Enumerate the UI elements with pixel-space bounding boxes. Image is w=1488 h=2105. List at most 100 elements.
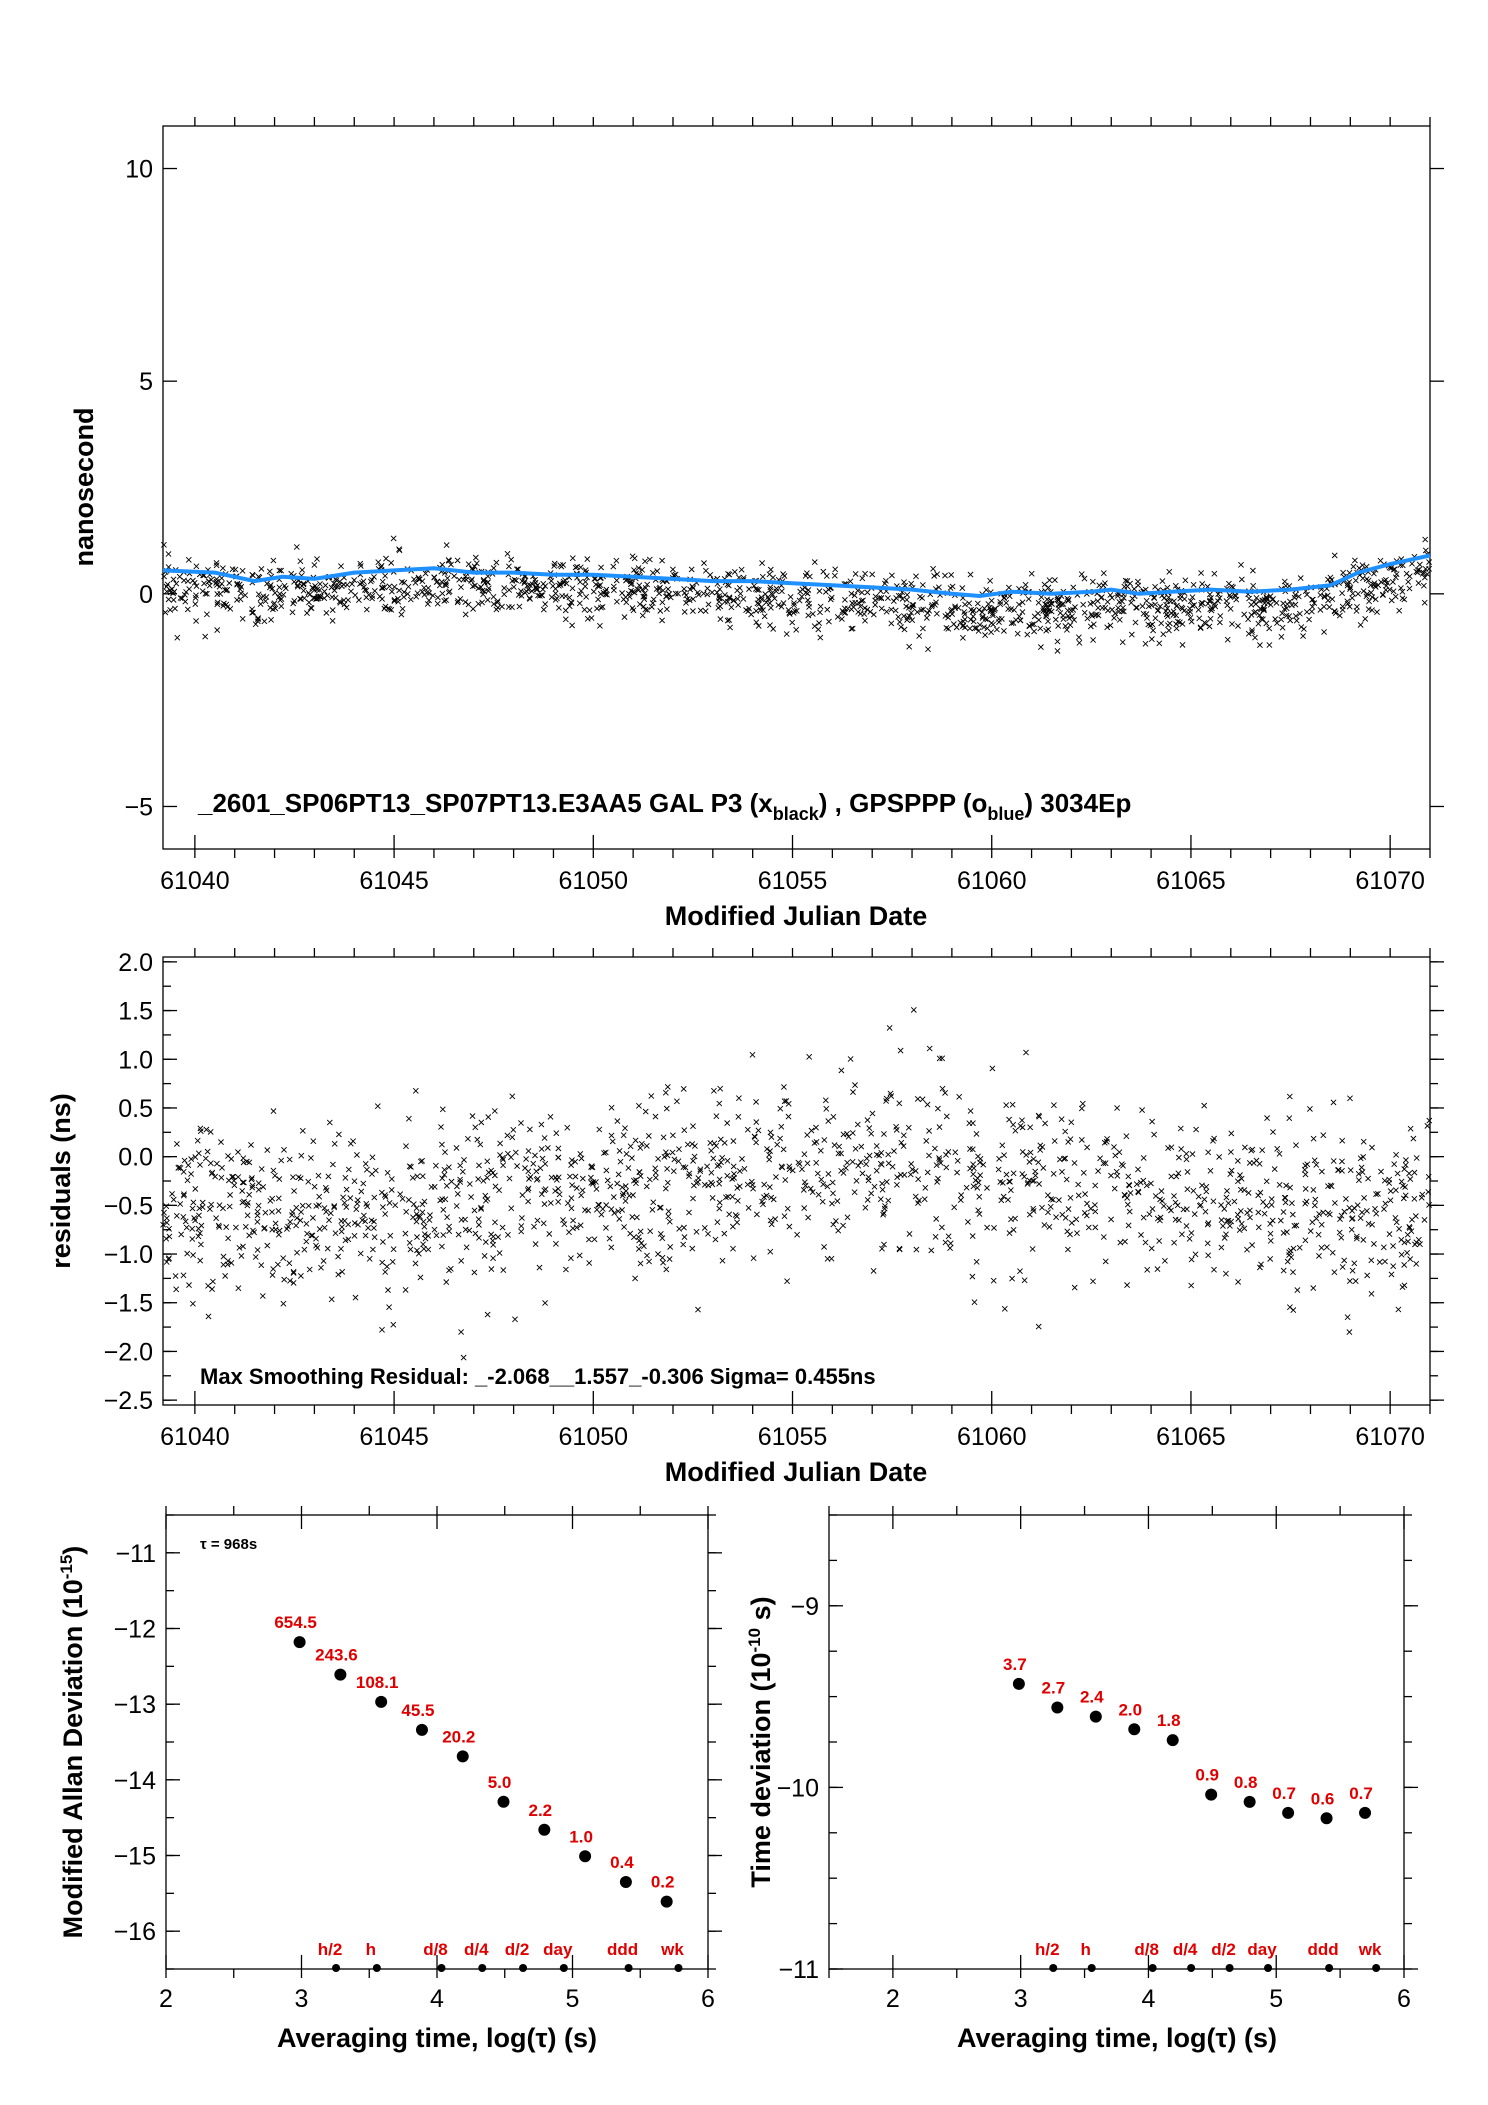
x-marker xyxy=(287,1218,294,1225)
x-marker xyxy=(989,612,996,619)
x-marker xyxy=(1370,1240,1377,1247)
x-marker xyxy=(239,1187,246,1194)
x-marker xyxy=(695,1306,701,1313)
x-marker xyxy=(614,1118,621,1125)
x-marker xyxy=(1188,618,1195,625)
x-marker xyxy=(912,1167,919,1174)
x-marker xyxy=(881,1241,887,1248)
x-marker xyxy=(933,1162,940,1169)
x-marker xyxy=(1352,577,1359,584)
x-marker xyxy=(1310,1186,1317,1193)
x-marker xyxy=(1133,604,1140,611)
x-marker xyxy=(431,1226,438,1233)
x-marker xyxy=(229,1173,236,1180)
x-marker xyxy=(982,632,989,639)
x-marker xyxy=(475,600,482,607)
x-marker xyxy=(976,606,983,613)
x-marker xyxy=(1202,620,1209,627)
point-label: 654.5 xyxy=(274,1613,317,1632)
x-marker xyxy=(1035,1323,1042,1330)
x-marker xyxy=(825,1118,832,1125)
x-marker xyxy=(1386,1231,1393,1238)
x-marker xyxy=(181,1191,187,1198)
x-marker xyxy=(767,584,774,591)
x-marker xyxy=(479,599,486,606)
x-marker xyxy=(649,569,656,576)
x-marker xyxy=(697,1166,704,1173)
x-marker xyxy=(306,591,313,598)
x-marker xyxy=(630,607,637,614)
x-marker xyxy=(1005,1196,1011,1203)
x-marker xyxy=(1040,605,1047,612)
x-marker xyxy=(1260,607,1267,613)
x-marker xyxy=(805,1214,812,1221)
x-marker xyxy=(558,563,565,570)
x-marker xyxy=(1039,1204,1045,1211)
x-marker xyxy=(1071,1284,1078,1291)
x-marker xyxy=(1309,596,1316,603)
x-marker xyxy=(174,634,181,641)
x-marker xyxy=(632,1275,639,1282)
x-marker xyxy=(224,1261,231,1268)
x-marker xyxy=(266,568,273,575)
x-marker xyxy=(1175,1217,1182,1224)
x-marker xyxy=(197,1257,204,1264)
x-marker xyxy=(1414,569,1421,576)
x-marker xyxy=(943,624,950,631)
x-marker xyxy=(1178,604,1185,611)
x-marker xyxy=(781,1213,788,1220)
x-marker xyxy=(474,1136,481,1143)
x-marker xyxy=(313,1242,319,1249)
x-marker xyxy=(975,1207,982,1214)
x-marker xyxy=(848,606,855,613)
x-marker xyxy=(1360,1236,1367,1243)
x-marker xyxy=(1368,1290,1375,1297)
x-marker xyxy=(926,1127,933,1134)
x-marker xyxy=(1120,594,1127,601)
x-marker xyxy=(1256,1160,1263,1167)
x-axis-title: Modified Julian Date xyxy=(665,901,928,931)
x-marker xyxy=(716,1205,723,1212)
x-marker xyxy=(956,1093,963,1100)
x-marker xyxy=(926,1045,933,1052)
x-marker xyxy=(1386,586,1393,593)
x-marker xyxy=(1075,1192,1082,1199)
x-marker xyxy=(594,605,600,612)
x-marker xyxy=(1363,1207,1370,1214)
x-marker xyxy=(1365,606,1372,613)
x-marker xyxy=(579,1175,586,1182)
x-marker xyxy=(1245,1189,1252,1196)
x-marker xyxy=(488,1167,495,1174)
x-marker xyxy=(167,606,174,613)
x-marker xyxy=(205,1282,212,1289)
x-tick-label: 61060 xyxy=(957,867,1027,895)
x-marker xyxy=(564,1200,571,1207)
x-marker xyxy=(504,550,511,557)
x-marker xyxy=(290,1279,297,1286)
x-marker xyxy=(1280,1267,1287,1274)
x-marker xyxy=(1030,621,1037,628)
x-marker xyxy=(726,595,733,602)
x-marker xyxy=(1267,1220,1274,1227)
x-marker xyxy=(1071,616,1078,623)
x-marker xyxy=(188,1171,195,1177)
x-marker xyxy=(432,1162,439,1169)
x-marker xyxy=(922,1184,929,1191)
x-marker xyxy=(537,1165,544,1172)
x-marker xyxy=(1203,1183,1210,1190)
x-marker xyxy=(552,1240,559,1247)
x-marker xyxy=(897,1047,904,1054)
x-marker xyxy=(335,1271,342,1278)
x-marker xyxy=(386,1199,393,1206)
x-marker xyxy=(1215,591,1222,598)
x-marker xyxy=(197,1128,204,1135)
x-marker xyxy=(880,1210,887,1216)
x-marker xyxy=(512,1316,518,1323)
x-marker xyxy=(767,586,774,593)
x-marker xyxy=(801,1151,808,1158)
x-marker xyxy=(1059,1168,1065,1175)
x-marker xyxy=(555,1185,562,1192)
x-marker xyxy=(815,626,822,633)
x-marker xyxy=(1058,1116,1065,1123)
x-marker xyxy=(1205,1252,1212,1259)
